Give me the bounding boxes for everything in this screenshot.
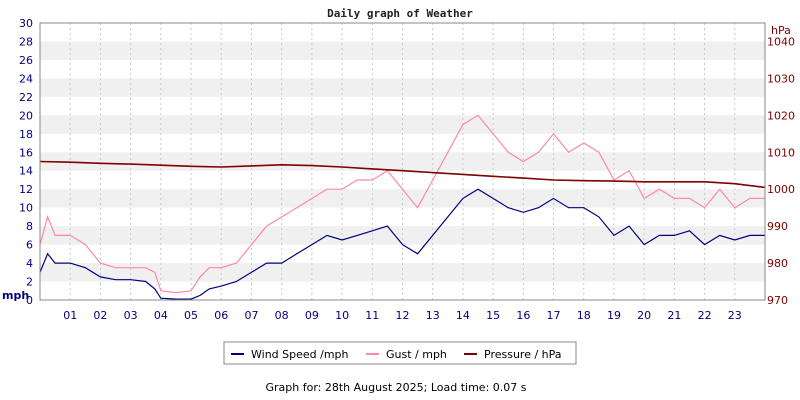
left-tick-label: 0: [26, 294, 33, 307]
x-tick-label: 15: [486, 309, 500, 322]
x-tick-label: 03: [124, 309, 138, 322]
x-tick-label: 11: [365, 309, 379, 322]
series-line-pressure-hpa: [39, 160, 766, 189]
left-tick-label: 22: [19, 91, 33, 104]
x-tick-label: 16: [516, 309, 530, 322]
right-tick-label: 980: [767, 257, 788, 270]
right-tick-label: 1040: [767, 35, 795, 48]
left-tick-label: 12: [19, 183, 33, 196]
right-tick-label: 1030: [767, 72, 795, 85]
series-line-gust-mph: [39, 114, 765, 294]
footer-text: Graph for: 28th August 2025; Load time: …: [266, 381, 527, 394]
x-tick-label: 22: [698, 309, 712, 322]
legend-label-gust: Gust / mph: [386, 348, 447, 361]
right-axis-ticks: 970 980 990 1000 1010 1020 1030 1040: [767, 35, 795, 307]
x-tick-label: 12: [396, 309, 410, 322]
x-tick-label: 05: [184, 309, 198, 322]
left-tick-label: 28: [19, 35, 33, 48]
right-tick-label: 1020: [767, 109, 795, 122]
x-tick-label: 23: [728, 309, 742, 322]
x-axis-ticks: 01 02 03 04 05 06 07 08 09 10 11 12 13 14 15 16 17 18 19 20…: [63, 309, 742, 322]
x-tick-label: 18: [577, 309, 591, 322]
right-tick-label: 1000: [767, 183, 795, 196]
grid-band: [40, 152, 765, 171]
x-tick-label: 07: [244, 309, 258, 322]
left-tick-label: 16: [19, 146, 33, 159]
grid-band: [40, 41, 765, 60]
x-tick-label: 06: [214, 309, 228, 322]
legend-label-wind: Wind Speed /mph: [251, 348, 349, 361]
left-tick-label: 6: [26, 239, 33, 252]
x-tick-label: 14: [456, 309, 470, 322]
left-tick-label: 26: [19, 54, 33, 67]
chart-title: Daily graph of Weather: [327, 7, 473, 20]
x-tick-label: 09: [305, 309, 319, 322]
legend: Wind Speed /mph Gust / mph Pressure / hP…: [223, 341, 577, 365]
right-tick-label: 1010: [767, 146, 795, 159]
left-tick-label: 24: [19, 72, 33, 85]
x-tick-label: 17: [547, 309, 561, 322]
right-tick-label: 970: [767, 294, 788, 307]
left-tick-label: 18: [19, 128, 33, 141]
x-tick-label: 08: [275, 309, 289, 322]
x-tick-label: 13: [426, 309, 440, 322]
left-tick-label: 10: [19, 202, 33, 215]
x-tick-label: 02: [93, 309, 107, 322]
left-tick-label: 4: [26, 257, 33, 270]
grid-lines: [69, 23, 736, 300]
left-tick-label: 30: [19, 17, 33, 30]
x-tick-label: 20: [637, 309, 651, 322]
series-line-wind-speed-mph: [39, 188, 765, 300]
left-axis-unit: mph: [2, 289, 29, 302]
x-tick-label: 21: [667, 309, 681, 322]
x-tick-label: 19: [607, 309, 621, 322]
x-tick-label: 04: [154, 309, 168, 322]
series-layer: [39, 114, 766, 300]
left-tick-label: 20: [19, 109, 33, 122]
legend-box: [223, 341, 577, 365]
left-tick-label: 8: [26, 220, 33, 233]
legend-label-pressure: Pressure / hPa: [484, 348, 562, 361]
left-tick-label: 14: [19, 165, 33, 178]
right-tick-label: 990: [767, 220, 788, 233]
x-tick-label: 01: [63, 309, 77, 322]
right-axis-unit: hPa: [771, 24, 791, 37]
background-bands: [40, 41, 765, 282]
plot-frame: [39, 22, 766, 301]
x-tick-label: 10: [335, 309, 349, 322]
left-tick-label: 2: [26, 276, 33, 289]
